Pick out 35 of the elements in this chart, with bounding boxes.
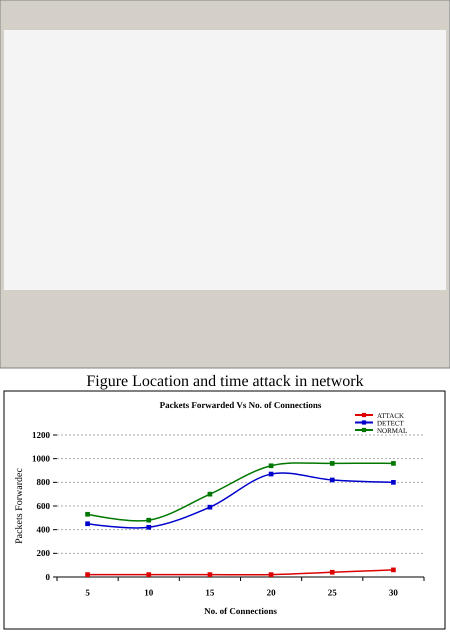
point [208, 572, 212, 577]
point [330, 461, 335, 466]
y-tick-label: 0 [46, 572, 50, 582]
y-tick-label: 1000 [32, 454, 50, 464]
point [330, 478, 335, 482]
point [146, 572, 152, 577]
x-axis-title: No. of Connections [204, 606, 278, 616]
x-tick-label: 25 [328, 587, 338, 598]
y-tick-label: 200 [36, 548, 50, 558]
y-axis-title: Packets Forwardec [14, 468, 25, 544]
x-tick-label: 20 [266, 587, 276, 598]
point [391, 461, 396, 466]
point [268, 463, 274, 468]
point [268, 572, 274, 577]
point [85, 572, 90, 577]
point [330, 570, 335, 575]
point [268, 472, 274, 476]
x-tick-label: 30 [388, 587, 398, 598]
x-tick-label: 10 [144, 587, 154, 598]
chart-title: Packets Forwarded Vs No. of Connections [160, 400, 322, 410]
y-tick-label: 1200 [32, 430, 50, 440]
x-tick-label: 15 [205, 587, 215, 598]
point [85, 512, 90, 517]
y-tick-label: 600 [36, 500, 50, 511]
text: Figure Location and time attack in network [86, 373, 364, 390]
point [391, 568, 396, 572]
point [146, 524, 152, 530]
point [208, 504, 212, 510]
point [391, 480, 396, 485]
point [85, 521, 90, 526]
y-tick-label: 400 [36, 524, 50, 535]
y-tick-label: 800 [36, 477, 50, 488]
x-tick-label: 5 [85, 587, 90, 598]
point [146, 518, 152, 523]
point [208, 492, 212, 497]
